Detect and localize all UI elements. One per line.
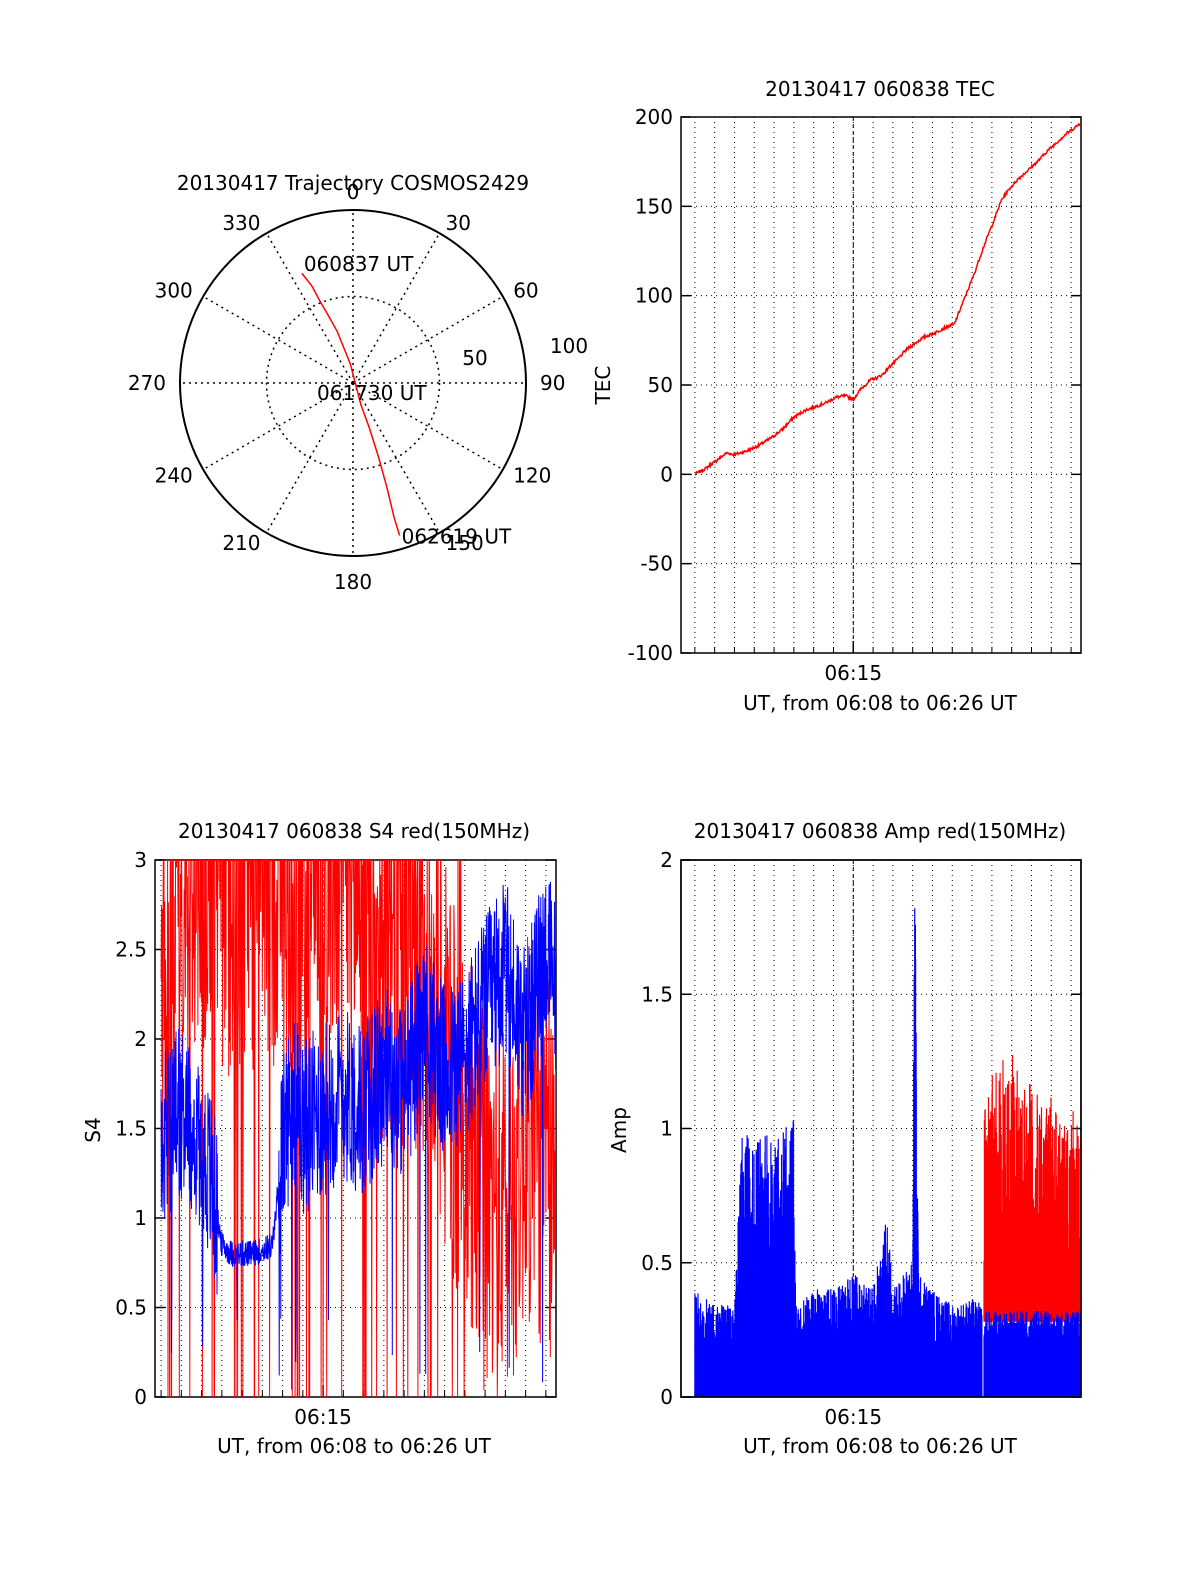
- y-tick-label: 1.5: [641, 982, 673, 1006]
- s4-series-area: [160, 860, 556, 1397]
- polar-angle-label: 210: [222, 531, 260, 555]
- polar-radial-label: 100: [550, 334, 588, 358]
- y-tick-label: 200: [635, 105, 673, 129]
- polar-angle-label: 180: [334, 570, 372, 594]
- polar-radial-label: 50: [462, 346, 487, 370]
- polar-spoke: [202, 382, 354, 471]
- y-tick-label: 2: [660, 848, 673, 872]
- polar-grid-circle: [265, 295, 441, 471]
- polar-angle-label: 60: [513, 279, 538, 303]
- tec-ylabel: TEC: [591, 366, 615, 406]
- polar-spoke: [202, 295, 354, 384]
- y-tick-label: -100: [628, 641, 673, 665]
- y-tick-label: -50: [640, 552, 673, 576]
- polar-angle-label: 330: [222, 211, 260, 235]
- y-tick-label: 1: [660, 1117, 673, 1141]
- y-tick-label: 2: [134, 1027, 147, 1051]
- polar-spoke: [265, 232, 354, 384]
- polar-spoke: [352, 295, 504, 384]
- polar-angle-label: 300: [155, 279, 193, 303]
- polar-angle-label: 240: [155, 464, 193, 488]
- polar-radial-labels: 50 100: [462, 334, 588, 370]
- amp-red-series: [983, 1055, 1082, 1322]
- y-tick-label: 50: [648, 373, 673, 397]
- amp-plot: 0 0.5 1 1.5 2 06:15: [641, 848, 1082, 1429]
- y-tick-label: 100: [635, 284, 673, 308]
- trajectory-start-label: 060837 UT: [304, 252, 414, 276]
- polar-angle-label: 90: [540, 371, 565, 395]
- polar-angle-label: 120: [513, 464, 551, 488]
- y-tick-label: 3: [134, 848, 147, 872]
- tec-panel: 20130417 060838 TEC -100 -50 0 50 100 150 200 0…: [591, 77, 1082, 715]
- y-tick-label: 0.5: [641, 1251, 673, 1275]
- y-tick-label: 0: [660, 1385, 673, 1409]
- polar-spoke: [352, 382, 441, 534]
- tec-plot: -100 -50 0 50 100 150 200 06:15: [628, 105, 1082, 685]
- polar-angle-label: 270: [128, 371, 166, 395]
- polar-outer-circle: [179, 209, 527, 557]
- x-tick-label: 06:15: [294, 1405, 352, 1429]
- s4-ylabel: S4: [81, 1117, 105, 1142]
- trajectory-center-label: 061730 UT: [317, 381, 427, 405]
- y-tick-label: 2.5: [115, 938, 147, 962]
- x-tick-label: 06:15: [824, 661, 882, 685]
- polar-grid: [179, 209, 527, 557]
- s4-xlabel: UT, from 06:08 to 06:26 UT: [217, 1434, 492, 1458]
- plot-frame-top: [680, 859, 1082, 1398]
- polar-angle-label: 30: [446, 211, 471, 235]
- polar-panel: 20130417 Trajectory COSMOS2429 0 30 60 90 12…: [128, 171, 588, 594]
- s4-blue-series: [160, 881, 556, 1390]
- amp-blue-base: [983, 1311, 1082, 1397]
- s4-plot: 0 0.5 1 1.5 2 2.5 3 06:15: [115, 848, 557, 1429]
- polar-angle-label: 150: [446, 531, 484, 555]
- y-tick-label: 0.5: [115, 1296, 147, 1320]
- plot-frame: [680, 116, 1082, 654]
- s4-red-series: [160, 860, 556, 1397]
- y-tick-label: 0: [660, 462, 673, 486]
- trajectory-path: [301, 272, 401, 536]
- polar-angle-labels: 0 30 60 90 120 150 180 210 240 270 300 330: [128, 180, 566, 594]
- amp-panel: 20130417 060838 Amp red(150MHz) 0 0.5 1 1.5…: [607, 819, 1082, 1458]
- polar-title: 20130417 Trajectory COSMOS2429: [177, 171, 529, 195]
- x-tick-label: 06:15: [824, 1405, 882, 1429]
- tec-xlabel: UT, from 06:08 to 06:26 UT: [743, 691, 1018, 715]
- y-tick-label: 0: [134, 1385, 147, 1409]
- s4-panel: 20130417 060838 S4 red(150MHz) 0 0.5 1 1.5 2…: [81, 819, 557, 1458]
- amp-title: 20130417 060838 Amp red(150MHz): [694, 819, 1066, 843]
- y-tick-label: 1: [134, 1206, 147, 1230]
- trajectory-end-label: 062619 UT: [402, 525, 512, 549]
- polar-spoke: [352, 232, 441, 384]
- polar-angle-label: 0: [347, 180, 360, 204]
- y-tick-label: 150: [635, 194, 673, 218]
- polar-spoke: [265, 382, 354, 534]
- s4-title: 20130417 060838 S4 red(150MHz): [178, 819, 530, 843]
- amp-xlabel: UT, from 06:08 to 06:26 UT: [743, 1434, 1018, 1458]
- amp-blue-series: [694, 908, 983, 1397]
- polar-spoke: [352, 382, 504, 471]
- y-tick-label: 1.5: [115, 1117, 147, 1141]
- tec-series-line: [694, 122, 1081, 476]
- tec-title: 20130417 060838 TEC: [765, 77, 995, 101]
- amp-ylabel: Amp: [607, 1107, 631, 1153]
- trajectory-annotations: 060837 UT 061730 UT 062619 UT: [304, 252, 512, 548]
- trajectory-line: [301, 272, 401, 536]
